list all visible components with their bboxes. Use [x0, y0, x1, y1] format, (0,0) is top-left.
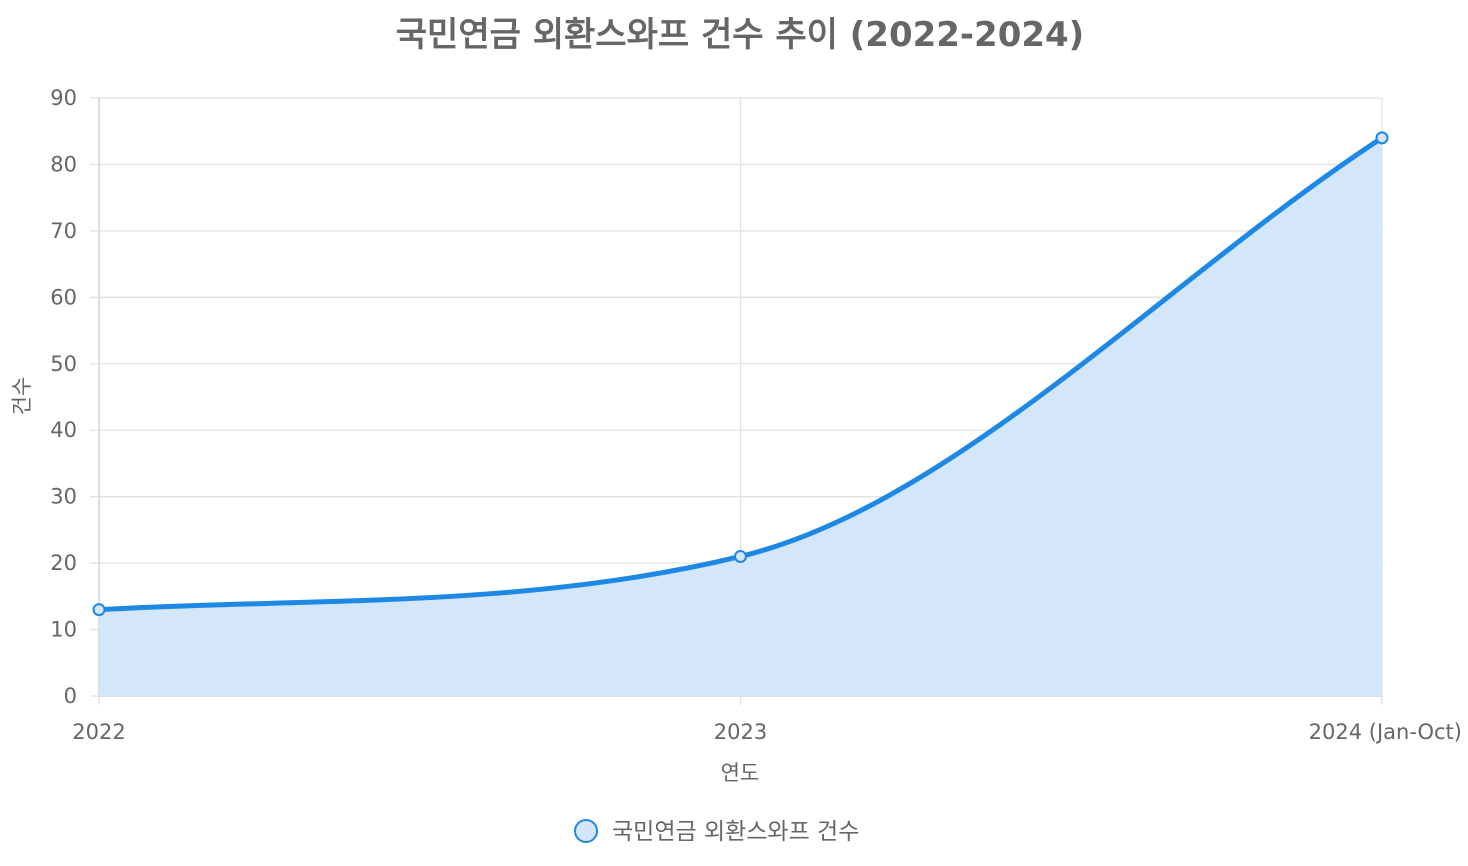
y-tick-label: 10 — [50, 618, 77, 642]
y-tick-label: 30 — [50, 485, 77, 509]
area-fill-group — [99, 137, 1382, 696]
chart-title-group: 국민연금 외환스와프 건수 추이 (2022-2024) — [396, 15, 1084, 55]
y-axis-ticks: 0 10 20 30 40 50 60 70 80 90 — [50, 86, 99, 708]
x-axis-ticks: 2022 2023 2024 (Jan-Oct) — [72, 696, 1462, 744]
legend-label: 국민연금 외환스와프 건수 — [612, 819, 859, 845]
legend-marker — [574, 819, 598, 843]
line-group — [96, 135, 1385, 613]
y-tick-label: 20 — [50, 551, 77, 575]
y-tick-label: 70 — [50, 219, 77, 243]
x-tick-label: 2024 (Jan-Oct) — [1309, 720, 1462, 744]
y-tick-label: 50 — [50, 352, 77, 376]
x-axis-title: 연도 — [721, 761, 760, 785]
y-tick-label: 0 — [64, 684, 77, 708]
x-tick-label: 2022 — [72, 720, 125, 744]
y-tick-label: 80 — [50, 152, 77, 176]
y-tick-label: 90 — [50, 86, 77, 110]
chart-title: 국민연금 외환스와프 건수 추이 (2022-2024) — [396, 15, 1084, 55]
data-point — [734, 549, 747, 563]
y-axis-title: 건수 — [10, 377, 34, 416]
data-point — [1375, 131, 1389, 145]
data-point — [92, 603, 106, 617]
series-line — [96, 135, 1385, 613]
x-tick-label: 2023 — [714, 720, 767, 744]
y-tick-label: 60 — [50, 285, 77, 309]
legend: 국민연금 외환스와프 건수 — [574, 819, 859, 845]
points-group — [92, 131, 1389, 617]
axis-titles: 연도 건수 — [10, 377, 759, 785]
y-tick-label: 40 — [50, 418, 77, 442]
series-area — [99, 137, 1382, 696]
